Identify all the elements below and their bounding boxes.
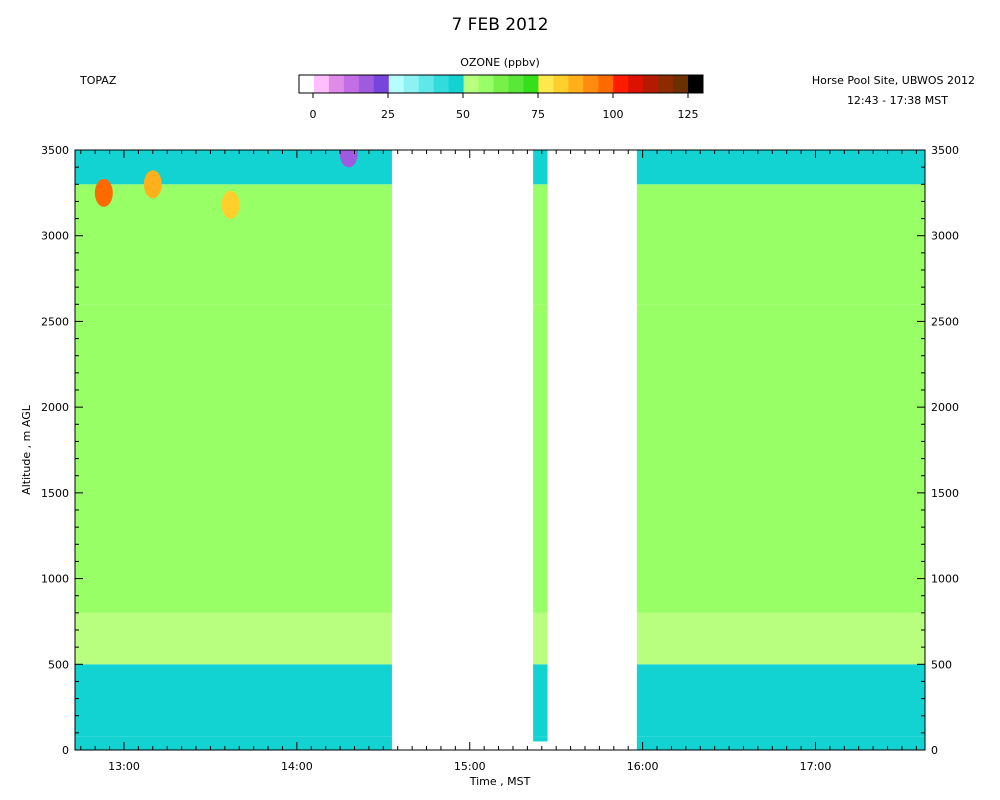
x-axis-label: Time , MST bbox=[469, 775, 531, 788]
colorbar-frame bbox=[298, 74, 704, 94]
colorbar-tick-label: 125 bbox=[678, 108, 699, 121]
instrument-label: TOPAZ bbox=[79, 74, 117, 87]
x-tick-label: 13:00 bbox=[108, 760, 140, 773]
ozone-layer-cell bbox=[75, 736, 392, 750]
ozone-layer-cell bbox=[636, 612, 925, 665]
colorbar-tick-label: 75 bbox=[531, 108, 545, 121]
colorbar-cell bbox=[358, 75, 375, 93]
ozone-hotspot bbox=[94, 178, 113, 207]
colorbar-cell bbox=[553, 75, 569, 93]
y-tick-label-left: 0 bbox=[62, 744, 69, 757]
y-tick-label-right: 1500 bbox=[931, 487, 959, 500]
colorbar-cell bbox=[493, 75, 509, 93]
colorbar: OZONE (ppbv) 0 25 50 75 100 125 bbox=[298, 56, 704, 121]
ozone-layer-cell bbox=[533, 184, 548, 305]
data-block bbox=[75, 150, 392, 750]
colorbar-cell bbox=[313, 75, 330, 93]
plot-area: 0 500 1000 1500 2000 2500 3000 3500 0 500 1000 150… bbox=[41, 144, 959, 773]
colorbar-tick-label: 100 bbox=[603, 108, 624, 121]
y-tick-label-left: 3000 bbox=[41, 230, 69, 243]
ozone-layer-cell bbox=[75, 612, 392, 665]
ozone-layer-cell bbox=[75, 304, 392, 613]
colorbar-cell bbox=[403, 75, 420, 93]
colorbar-cell bbox=[328, 75, 345, 93]
colorbar-cell bbox=[448, 75, 465, 93]
colorbar-cell bbox=[478, 75, 495, 93]
chart-title: 7 FEB 2012 bbox=[451, 15, 548, 35]
y-tick-label-left: 1000 bbox=[41, 573, 69, 586]
x-tick-label: 15:00 bbox=[454, 760, 486, 773]
time-range-label: 12:43 - 17:38 MST bbox=[847, 94, 948, 107]
ozone-layer-cell bbox=[636, 736, 925, 750]
ozone-layer-cell bbox=[533, 612, 548, 665]
colorbar-cell bbox=[388, 75, 405, 93]
ozone-layer-cell bbox=[636, 150, 925, 185]
y-axis-label: Altitude , m AGL bbox=[20, 404, 33, 495]
plot-frame bbox=[74, 149, 926, 751]
colorbar-tick-label: 50 bbox=[456, 108, 470, 121]
y-tick-label-left: 2000 bbox=[41, 401, 69, 414]
ozone-layer-cell bbox=[636, 664, 925, 737]
y-tick-label-right: 3500 bbox=[931, 144, 959, 157]
colorbar-cell bbox=[523, 75, 539, 93]
colorbar-cell bbox=[673, 75, 689, 93]
colorbar-title: OZONE (ppbv) bbox=[460, 56, 540, 69]
y-tick-label-left: 500 bbox=[48, 658, 69, 671]
ozone-layer-cell bbox=[75, 150, 392, 185]
site-label: Horse Pool Site, UBWOS 2012 bbox=[812, 74, 975, 87]
y-tick-label-right: 2500 bbox=[931, 315, 959, 328]
ozone-layer-cell bbox=[533, 664, 548, 737]
y-tick-label-right: 0 bbox=[931, 744, 938, 757]
colorbar-cell bbox=[658, 75, 674, 93]
y-tick-label-right: 500 bbox=[931, 658, 952, 671]
y-tick-label-left: 2500 bbox=[41, 315, 69, 328]
colorbar-cell bbox=[598, 75, 614, 93]
ozone-layer-cell bbox=[636, 184, 925, 305]
colorbar-cell bbox=[628, 75, 644, 93]
colorbar-cell bbox=[463, 75, 480, 93]
y-tick-label-left: 3500 bbox=[41, 144, 69, 157]
colorbar-cell bbox=[343, 75, 360, 93]
colorbar-tick-label: 0 bbox=[310, 108, 317, 121]
colorbar-cell bbox=[568, 75, 584, 93]
y-tick-label-right: 1000 bbox=[931, 573, 959, 586]
data-block bbox=[636, 150, 925, 750]
x-tick-label: 14:00 bbox=[281, 760, 313, 773]
colorbar-cell bbox=[643, 75, 659, 93]
colorbar-cell bbox=[613, 75, 629, 93]
colorbar-cell bbox=[299, 75, 315, 93]
ozone-layer-cell bbox=[533, 150, 548, 185]
x-tick-label: 17:00 bbox=[800, 760, 832, 773]
y-tick-label-left: 1500 bbox=[41, 487, 69, 500]
ozone-layer-cell bbox=[533, 304, 548, 613]
data-block bbox=[533, 150, 548, 742]
x-tick-label: 16:00 bbox=[627, 760, 659, 773]
ozone-layer-cell bbox=[75, 664, 392, 737]
colorbar-tick-label: 25 bbox=[381, 108, 395, 121]
ozone-hotspot bbox=[339, 150, 358, 168]
colorbar-cell bbox=[418, 75, 435, 93]
colorbar-cell bbox=[508, 75, 524, 93]
colorbar-cell bbox=[583, 75, 599, 93]
ozone-layer-cell bbox=[533, 736, 548, 742]
colorbar-cell bbox=[433, 75, 450, 93]
y-tick-label-right: 2000 bbox=[931, 401, 959, 414]
colorbar-cell bbox=[538, 75, 554, 93]
colorbar-cell bbox=[373, 75, 390, 93]
y-tick-label-right: 3000 bbox=[931, 230, 959, 243]
ozone-hotspot bbox=[143, 170, 162, 199]
ozone-hotspot bbox=[221, 190, 240, 219]
colorbar-cell bbox=[688, 75, 704, 93]
ozone-layer-cell bbox=[636, 304, 925, 613]
